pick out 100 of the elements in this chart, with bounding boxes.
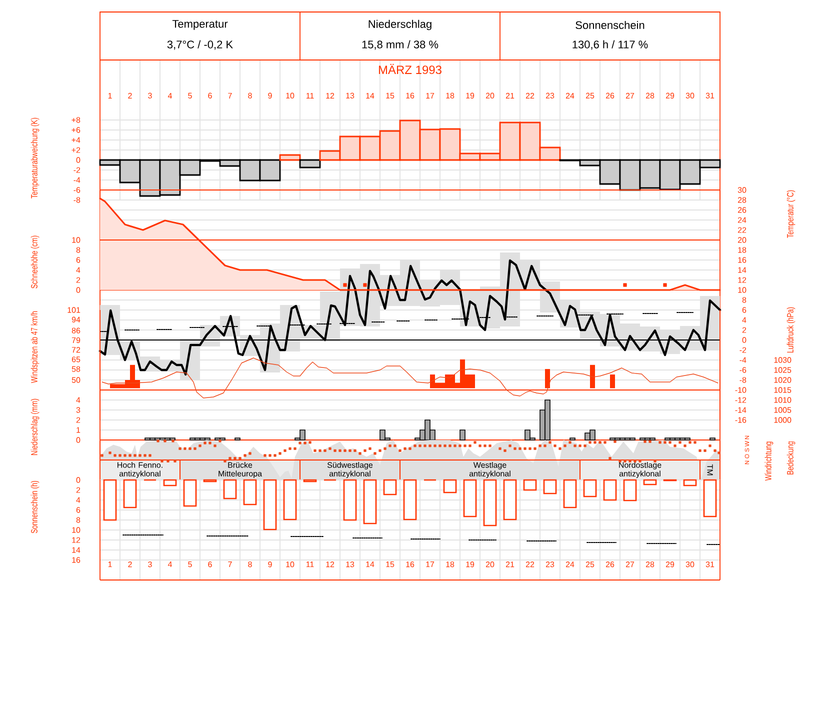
x-tick-label: 29: [666, 562, 674, 568]
x-tick-label: 7: [228, 562, 232, 568]
y-tick-label: 10: [72, 527, 80, 533]
y-tick-label: 0: [742, 337, 746, 343]
x-tick-label: 26: [606, 562, 614, 568]
x-tick-label: 30: [686, 562, 694, 568]
x-tick-label: 8: [248, 92, 252, 98]
band-label: TM: [707, 464, 713, 476]
bar: [683, 479, 697, 486]
x-tick-label: 1: [108, 562, 112, 568]
y-tick-label: 30: [738, 187, 746, 193]
x-tick-label: 30: [686, 92, 694, 98]
y-tick-label: 79: [72, 337, 80, 344]
bar: [603, 479, 617, 501]
bar: [483, 479, 497, 526]
y-axis-title: Windrichtung: [764, 442, 774, 481]
bar: [640, 438, 646, 440]
y-tick-label: +4: [72, 137, 80, 143]
text: Sonnenschein: [576, 20, 644, 30]
x-tick-label: 11: [306, 562, 314, 568]
y-tick-label: 94: [72, 316, 80, 322]
y-tick-label: 12: [738, 277, 746, 283]
x-tick-label: 6: [208, 562, 212, 568]
y-tick-label: 86: [72, 328, 80, 334]
bar: [443, 479, 457, 494]
y-tick-label: 10: [738, 287, 746, 293]
x-tick-label: 17: [426, 562, 434, 568]
bar: [343, 479, 357, 521]
x-tick-label: 5: [188, 92, 192, 98]
x-tick-label: 28: [646, 92, 654, 98]
y-tick-label: 2: [76, 277, 80, 283]
text: 15,8 mm / 38 %: [362, 40, 438, 50]
y-tick-label: -2: [74, 167, 80, 173]
y-tick-label: -10: [735, 387, 746, 393]
text: 130,6 h / 117 %: [572, 40, 648, 50]
band-label: Brücke Mitteleuropa: [218, 462, 262, 478]
y-tick-label: 28: [738, 197, 746, 203]
bar: [664, 438, 670, 440]
y-tick-label: 1030: [774, 357, 792, 363]
bar: [503, 479, 517, 520]
y-tick-label: -8: [74, 197, 80, 203]
y-tick-label: 20: [738, 237, 746, 243]
y-tick-label: 3: [76, 407, 80, 413]
bar: [383, 479, 397, 496]
bar: [299, 159, 321, 168]
bar: [463, 479, 477, 518]
y-axis-title: Sonnenschein (h): [30, 480, 40, 534]
y-tick-label: 18: [738, 247, 746, 253]
x-tick-label: 3: [148, 92, 152, 98]
y-axis-title: Schneehöhe (cm): [30, 236, 40, 288]
y-tick-label: 16: [738, 257, 746, 263]
x-tick-label: 12: [326, 562, 334, 568]
y-tick-label: 1015: [774, 387, 792, 393]
y-tick-label: 0: [76, 157, 80, 163]
x-tick-label: 7: [228, 92, 232, 98]
x-tick-label: 27: [626, 92, 634, 98]
y-tick-label: 1010: [774, 397, 792, 403]
y-tick-label: -4: [74, 177, 80, 183]
bar: [610, 438, 616, 440]
x-tick-label: 25: [586, 562, 594, 568]
bar: [144, 438, 150, 440]
bar: [710, 438, 716, 440]
text: 3,7°C / -0,2 K: [167, 40, 233, 50]
x-tick-label: 17: [426, 92, 434, 98]
x-tick-label: 23: [546, 92, 554, 98]
x-tick-label: 12: [326, 92, 334, 98]
y-tick-label: 72: [72, 347, 80, 353]
y-axis-title: Temperaturabweichung (K): [30, 118, 40, 198]
y-tick-label: -14: [735, 407, 746, 413]
y-tick-label: +6: [72, 127, 80, 133]
y-tick-label: 12: [72, 537, 80, 543]
x-tick-label: 29: [666, 92, 674, 98]
y-tick-label: 2: [742, 327, 746, 333]
y-tick-label: 14: [738, 267, 746, 273]
x-tick-label: 21: [506, 562, 514, 568]
x-tick-label: 16: [406, 562, 414, 568]
y-tick-label: 10: [72, 237, 80, 243]
text: Niederschlag: [368, 20, 432, 30]
y-tick-label: -2: [740, 347, 746, 353]
y-axis-title: Bedeckung: [786, 442, 796, 474]
y-tick-label: 4: [76, 267, 80, 273]
x-tick-label: 15: [386, 92, 394, 98]
x-tick-label: 2: [128, 562, 132, 568]
y-axis-title: Luftdruck (hPa): [786, 307, 796, 353]
x-tick-label: 5: [188, 562, 192, 568]
bar: [523, 479, 537, 491]
x-tick-label: 19: [466, 562, 474, 568]
bar: [563, 479, 577, 508]
y-tick-label: -6: [740, 367, 746, 373]
y-axis-title: Niederschlag (mm): [30, 398, 40, 455]
y-tick-label: -16: [735, 417, 746, 423]
x-tick-label: 20: [486, 92, 494, 98]
x-tick-label: 4: [168, 562, 172, 568]
x-tick-label: 10: [286, 562, 294, 568]
y-tick-label: 1: [76, 427, 80, 433]
y-tick-label: 8: [76, 247, 80, 253]
y-tick-label: 6: [76, 507, 80, 513]
y-tick-label: -4: [740, 357, 746, 363]
band-label: Westlage antizyklonal: [469, 462, 510, 478]
bar: [183, 479, 197, 507]
